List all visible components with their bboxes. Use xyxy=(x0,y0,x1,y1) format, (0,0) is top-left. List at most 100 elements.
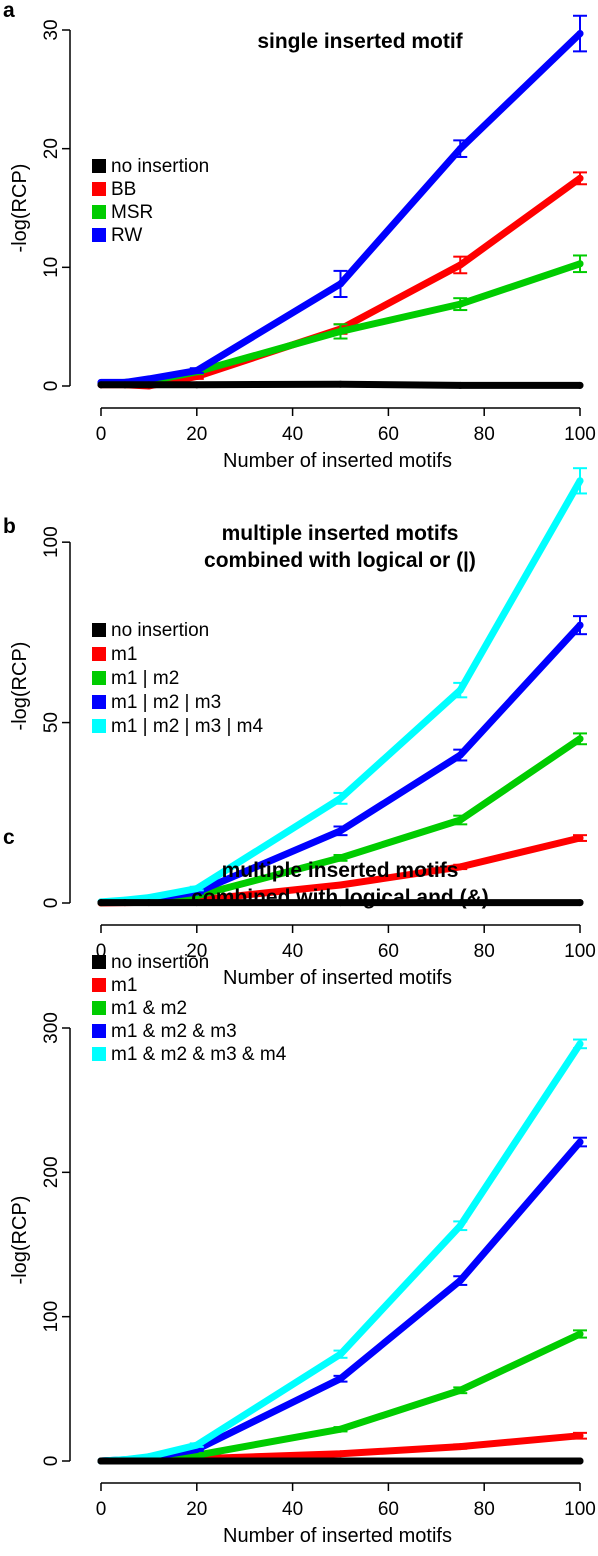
legend-swatch xyxy=(92,671,106,685)
panel-letter: c xyxy=(3,826,15,849)
data-point xyxy=(456,381,464,389)
x-tick-label: 20 xyxy=(186,424,207,445)
legend-label: BB xyxy=(111,179,136,200)
x-tick-label: 100 xyxy=(564,941,596,962)
x-tick-label: 20 xyxy=(186,1499,207,1520)
y-tick-label: 300 xyxy=(41,1012,62,1044)
legend-swatch xyxy=(92,695,106,709)
y-axis-label: -log(RCP) xyxy=(9,1196,31,1285)
data-point xyxy=(97,899,105,907)
x-tick-label: 60 xyxy=(378,424,399,445)
x-tick-label: 60 xyxy=(378,1499,399,1520)
legend-swatch xyxy=(92,1024,106,1038)
y-axis-label: -log(RCP) xyxy=(9,642,31,731)
y-tick-label: 100 xyxy=(41,1301,62,1333)
x-tick-label: 80 xyxy=(474,1499,495,1520)
x-axis-label: Number of inserted motifs xyxy=(223,967,452,989)
legend-label: m1 | m2 | m3 | m4 xyxy=(111,716,263,737)
data-point xyxy=(121,381,129,389)
legend-swatch xyxy=(92,647,106,661)
data-point xyxy=(456,899,464,907)
chart-title: combined with logical or (|) xyxy=(204,549,476,572)
y-tick-label: 10 xyxy=(41,257,62,278)
data-point xyxy=(193,381,201,389)
legend-swatch xyxy=(92,978,106,992)
data-point xyxy=(193,899,201,907)
y-tick-label: 0 xyxy=(41,381,62,392)
legend-label: no insertion xyxy=(111,156,209,177)
data-point xyxy=(576,381,584,389)
legend-swatch xyxy=(92,719,106,733)
data-point xyxy=(145,381,153,389)
y-tick-label: 30 xyxy=(41,19,62,40)
x-tick-label: 0 xyxy=(96,424,107,445)
legend-swatch xyxy=(92,182,106,196)
panel-a: a single inserted motif 0 10 20 30 -log(RCP) 0 2… xyxy=(3,0,596,472)
x-tick-label: 100 xyxy=(564,1499,596,1520)
data-point xyxy=(576,1457,584,1465)
legend-label: m1 & m2 & m3 & m4 xyxy=(111,1044,287,1065)
legend-label: m1 xyxy=(111,644,137,665)
data-point xyxy=(121,899,129,907)
series-no-insertion xyxy=(97,380,584,389)
x-tick-label: 0 xyxy=(96,941,107,962)
legend-swatch xyxy=(92,228,106,242)
x-axis-label: Number of inserted motifs xyxy=(223,1525,452,1547)
y-tick-label: 0 xyxy=(41,1456,62,1467)
data-point xyxy=(337,380,344,388)
legend: no insertion m1 m1 | m2 m1 | m2 | m3 m1 | m2… xyxy=(92,620,263,737)
data-point xyxy=(193,1457,201,1465)
y-axis-label: -log(RCP) xyxy=(9,164,31,253)
legend-label: m1 | m2 xyxy=(111,668,179,689)
legend-label: RW xyxy=(111,225,142,246)
legend-swatch xyxy=(92,1047,106,1061)
y-tick-label: 100 xyxy=(41,526,62,558)
series-no-insertion xyxy=(97,1457,584,1465)
x-axis-label: Number of inserted motifs xyxy=(223,450,452,472)
x-tick-label: 40 xyxy=(282,424,303,445)
y-tick-label: 20 xyxy=(41,138,62,159)
legend-label: m1 & m2 & m3 xyxy=(111,1021,237,1042)
x-tick-label: 100 xyxy=(564,424,596,445)
panel-c: c multiple inserted motifs combined with l… xyxy=(3,826,596,1547)
data-point xyxy=(145,1457,153,1465)
panel-letter: a xyxy=(3,0,15,22)
series-m1-m2-m3 xyxy=(97,1136,587,1465)
x-tick-label: 40 xyxy=(282,1499,303,1520)
series-m1-m2-m3-m4 xyxy=(97,1038,587,1465)
data-point xyxy=(337,899,344,907)
legend-swatch xyxy=(92,205,106,219)
series-line xyxy=(97,1138,584,1465)
data-point xyxy=(576,899,584,907)
y-tick-label: 50 xyxy=(41,712,62,733)
data-point xyxy=(145,899,153,907)
legend-label: MSR xyxy=(111,202,153,223)
legend-swatch xyxy=(92,159,106,173)
chart-title: multiple inserted motifs xyxy=(222,522,459,545)
legend-label: no insertion xyxy=(111,620,209,641)
legend-swatch xyxy=(92,623,106,637)
chart-title: single inserted motif xyxy=(257,30,463,53)
x-tick-label: 40 xyxy=(282,941,303,962)
x-tick-label: 0 xyxy=(96,1499,107,1520)
data-point xyxy=(337,1457,344,1465)
x-tick-label: 80 xyxy=(474,941,495,962)
chart-title: combined with logical and (&) xyxy=(191,886,489,909)
panel-b: b multiple inserted motifs combined with l… xyxy=(3,467,596,989)
y-tick-label: 0 xyxy=(41,898,62,909)
x-tick-label: 80 xyxy=(474,424,495,445)
data-point xyxy=(456,1457,464,1465)
data-point xyxy=(97,1457,105,1465)
panel-letter: b xyxy=(3,515,16,538)
chart-title: multiple inserted motifs xyxy=(222,859,459,882)
x-tick-label: 60 xyxy=(378,941,399,962)
data-point xyxy=(145,375,153,383)
data-point xyxy=(121,1457,129,1465)
legend-label: no insertion xyxy=(111,952,209,973)
legend-label: m1 | m2 | m3 xyxy=(111,692,221,713)
legend-label: m1 xyxy=(111,975,137,996)
series-no-insertion xyxy=(97,899,584,907)
